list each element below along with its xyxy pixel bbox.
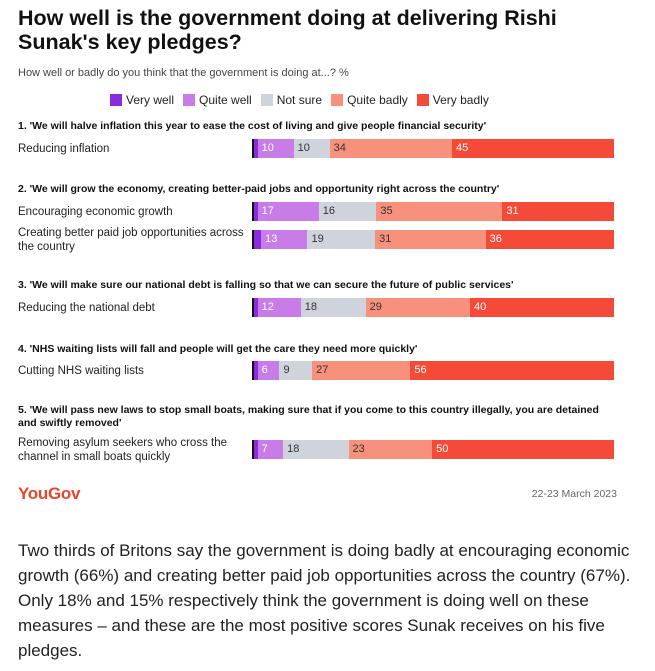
- bar-segment-very-badly: 36: [485, 230, 614, 249]
- bar-baseline: [252, 202, 254, 221]
- body-paragraph: Two thirds of Britons say the government…: [18, 541, 631, 660]
- legend-item-not-sure: Not sure: [260, 93, 323, 107]
- section-title-1: 1. 'We will halve inflation this year to…: [18, 120, 487, 132]
- bar-segment-quite-badly: 23: [348, 440, 433, 459]
- legend-item-quite-well: Quite well: [183, 93, 252, 107]
- bar-segment-quite-well: 17: [257, 202, 319, 221]
- legend-label-very-well: Very well: [126, 93, 175, 107]
- bar-segment-not-sure: 19: [307, 230, 376, 249]
- bar-segment-quite-well: 7: [257, 440, 284, 459]
- row-label: Reducing the national debt: [18, 302, 155, 314]
- bar-segment-not-sure: 10: [293, 139, 330, 158]
- bar-segment-quite-badly: 31: [375, 230, 486, 249]
- bar-baseline: [252, 361, 254, 380]
- stacked-bar: 10 10 34 45: [254, 139, 614, 158]
- legend-swatch-not-sure: [260, 94, 273, 106]
- bar-baseline: [252, 298, 254, 317]
- bar-segment-very-well: [254, 440, 258, 459]
- bar-baseline: [252, 139, 254, 158]
- bar-segment-very-well: [254, 230, 262, 249]
- bar-segment-very-well: [254, 202, 258, 221]
- stacked-bar: 13 19 31 36: [254, 230, 614, 249]
- bar-segment-very-badly: 50: [432, 440, 614, 459]
- bar-segment-very-badly: 40: [469, 298, 614, 317]
- legend-item-very-badly: Very badly: [416, 93, 489, 107]
- bar-segment-very-badly: 31: [502, 202, 614, 221]
- bar-segment-very-badly: 45: [451, 139, 614, 158]
- stacked-bar: 17 16 35 31: [254, 202, 614, 221]
- bar-segment-quite-badly: 29: [365, 298, 470, 317]
- section-title-5: 5. 'We will pass new laws to stop small …: [18, 404, 599, 429]
- chart-legend: Very well Quite well Not sure Quite badl…: [110, 93, 489, 107]
- section-title-3: 3. 'We will make sure our national debt …: [18, 279, 514, 291]
- yougov-logo: YouGov: [18, 484, 81, 503]
- bar-segment-very-badly: 56: [410, 361, 614, 380]
- bar-segment-not-sure: 18: [300, 298, 366, 317]
- bar-segment-very-well: [254, 139, 258, 158]
- bar-segment-very-well: [254, 361, 258, 380]
- bar-segment-not-sure: 9: [279, 361, 313, 380]
- chart-subtitle: How well or badly do you think that the …: [18, 67, 349, 79]
- legend-swatch-very-badly: [416, 94, 429, 106]
- section-title-2: 2. 'We will grow the economy, creating b…: [18, 183, 500, 195]
- bar-segment-quite-badly: 34: [329, 139, 452, 158]
- bar-segment-quite-badly: 27: [312, 361, 411, 380]
- row-label: Creating better paid job opportunities a…: [18, 227, 244, 253]
- stacked-bar: 7 18 23 50: [254, 440, 614, 459]
- legend-label-quite-badly: Quite badly: [347, 93, 408, 107]
- legend-swatch-quite-well: [183, 94, 196, 106]
- section-title-4: 4. 'NHS waiting lists will fall and peop…: [18, 343, 418, 355]
- bar-baseline: [252, 440, 254, 459]
- stacked-bar: 12 18 29 40: [254, 298, 614, 317]
- legend-label-quite-well: Quite well: [199, 93, 252, 107]
- bar-segment-quite-well: 10: [257, 139, 294, 158]
- row-label: Removing asylum seekers who cross the ch…: [18, 437, 227, 463]
- bar-baseline: [252, 230, 254, 249]
- legend-item-quite-badly: Quite badly: [331, 93, 408, 107]
- survey-date: 22-23 March 2023: [531, 488, 617, 500]
- legend-swatch-very-well: [110, 94, 122, 106]
- legend-item-very-well: Very well: [110, 93, 174, 107]
- row-label: Encouraging economic growth: [18, 206, 173, 218]
- chart-title: How well is the government doing at deli…: [18, 6, 557, 54]
- legend-label-not-sure: Not sure: [276, 93, 323, 107]
- bar-segment-quite-well: 12: [257, 298, 301, 317]
- bar-segment-quite-well: 13: [261, 230, 308, 249]
- bar-segment-very-well: [254, 298, 258, 317]
- bar-segment-not-sure: 18: [283, 440, 349, 459]
- row-label: Reducing inflation: [18, 143, 110, 155]
- legend-label-very-badly: Very badly: [432, 93, 489, 107]
- stacked-bar: 6 9 27 56: [254, 361, 614, 380]
- bar-segment-not-sure: 16: [318, 202, 377, 221]
- bar-segment-quite-badly: 35: [376, 202, 503, 221]
- legend-swatch-quite-badly: [331, 94, 344, 106]
- bar-segment-quite-well: 6: [257, 361, 280, 380]
- row-label: Cutting NHS waiting lists: [18, 365, 144, 377]
